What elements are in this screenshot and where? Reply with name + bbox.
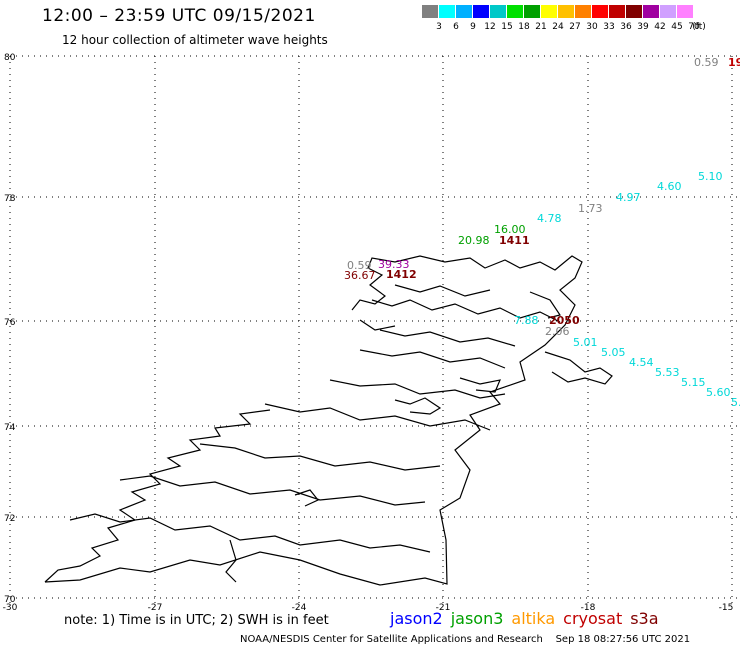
colorbar-swatch	[456, 5, 473, 18]
wave-height-label: 0.59	[694, 56, 719, 69]
wave-height-label: 5.53	[655, 366, 680, 379]
colorbar-swatch	[660, 5, 677, 18]
colorbar-swatch	[524, 5, 541, 18]
colorbar-label: 33	[603, 22, 615, 32]
lat-label-74: 74	[4, 423, 16, 433]
colorbar-swatch	[609, 5, 626, 18]
wave-height-colorbar	[422, 5, 694, 18]
wave-height-label: 36.67	[344, 269, 376, 282]
colorbar-label: 45	[671, 22, 683, 32]
wave-height-label: 39.33	[378, 258, 410, 271]
legend-cryosat: cryosat	[563, 609, 623, 628]
colorbar-swatch	[507, 5, 524, 18]
colorbar-label: 3	[436, 22, 442, 32]
wave-height-label: 5.15	[681, 376, 706, 389]
wave-height-label: 16.00	[494, 223, 526, 236]
lon-label-m24: -24	[292, 603, 307, 613]
colorbar-swatch	[592, 5, 609, 18]
wave-height-label: 5.60	[706, 386, 731, 399]
credit-text: NOAA/NESDIS Center for Satellite Applica…	[240, 634, 543, 645]
wave-height-label: 2050	[549, 314, 580, 327]
colorbar-label: 21	[535, 22, 547, 32]
legend-s3a: s3a	[630, 609, 659, 628]
colorbar-swatch	[558, 5, 575, 18]
credit-timestamp: Sep 18 08:27:56 UTC 2021	[555, 634, 691, 645]
lat-label-72: 72	[4, 514, 15, 524]
wave-height-label: 2.06	[545, 325, 570, 338]
colorbar-swatch	[575, 5, 592, 18]
colorbar-swatch	[677, 5, 694, 18]
wave-height-label: 7.88	[514, 314, 539, 327]
lon-label-m21: -21	[436, 603, 451, 613]
wave-height-label: 20.98	[458, 234, 490, 247]
colorbar-label: 30	[586, 22, 598, 32]
lat-label-78: 78	[4, 194, 16, 204]
lat-label-70: 70	[4, 595, 16, 605]
colorbar-swatch	[490, 5, 507, 18]
wave-height-label: 19	[728, 56, 740, 69]
wave-height-label: 1411	[499, 234, 530, 247]
wave-height-label: 4.97	[616, 191, 641, 204]
colorbar-label: 15	[501, 22, 513, 32]
wave-height-label: 0.59	[347, 259, 372, 272]
colorbar-swatch	[422, 5, 439, 18]
colorbar-swatch	[541, 5, 558, 18]
colorbar-label: 9	[470, 22, 476, 32]
lon-axis-labels: -30 -27 -24 -21 -18 -15	[3, 603, 734, 613]
colorbar-label: 27	[569, 22, 581, 32]
lon-label-m15: -15	[719, 603, 734, 613]
credit-line: NOAA/NESDIS Center for Satellite Applica…	[240, 634, 690, 645]
lat-lon-grid	[9, 55, 740, 604]
wave-height-label: 1412	[386, 268, 417, 281]
colorbar-swatch	[643, 5, 660, 18]
wave-height-label: 5.10	[698, 170, 723, 183]
lon-label-m27: -27	[148, 603, 163, 613]
wave-height-label: 5.	[731, 396, 740, 409]
lon-label-m18: -18	[581, 603, 596, 613]
lat-label-80: 80	[4, 53, 16, 63]
wave-height-label: 4.60	[657, 180, 682, 193]
map-subtitle: 12 hour collection of altimeter wave hei…	[62, 33, 328, 47]
colorbar-label: 42	[654, 22, 666, 32]
lat-axis-labels: 80 78 76 74 72 70	[4, 53, 16, 605]
colorbar-label: 70	[688, 22, 700, 32]
colorbar-label: 18	[518, 22, 530, 32]
colorbar-label: 36	[620, 22, 632, 32]
colorbar-label: 6	[453, 22, 459, 32]
colorbar-label: (ft)	[692, 22, 706, 32]
wave-height-label: 5.01	[573, 336, 598, 349]
wave-height-observations: 0.59 19 5.10 4.60 4.97 1.73 4.78 16.00 20.98 1411…	[344, 56, 740, 409]
legend-jason2: jason2	[390, 609, 443, 628]
legend-altika: altika	[511, 609, 556, 628]
satellite-legend: jason2 jason3 altika cryosat s3a	[390, 609, 667, 628]
footer-note: note: 1) Time is in UTC; 2) SWH is in fe…	[64, 613, 329, 628]
colorbar-label: 12	[484, 22, 496, 32]
colorbar-swatch	[626, 5, 643, 18]
colorbar-label: 39	[637, 22, 649, 32]
wave-height-label: 4.78	[537, 212, 562, 225]
wave-height-label: 4.54	[629, 356, 654, 369]
lon-label-m30: -30	[3, 603, 18, 613]
map-title: 12:00 – 23:59 UTC 09/15/2021	[42, 6, 316, 26]
greenland-coastline	[44, 255, 613, 586]
colorbar-label: 24	[552, 22, 564, 32]
colorbar-swatch	[439, 5, 456, 18]
legend-jason3: jason3	[450, 609, 504, 628]
wave-height-label: 5.05	[601, 346, 626, 359]
colorbar-swatch	[473, 5, 490, 18]
lat-label-76: 76	[4, 318, 16, 328]
wave-height-label: 1.73	[578, 202, 603, 215]
